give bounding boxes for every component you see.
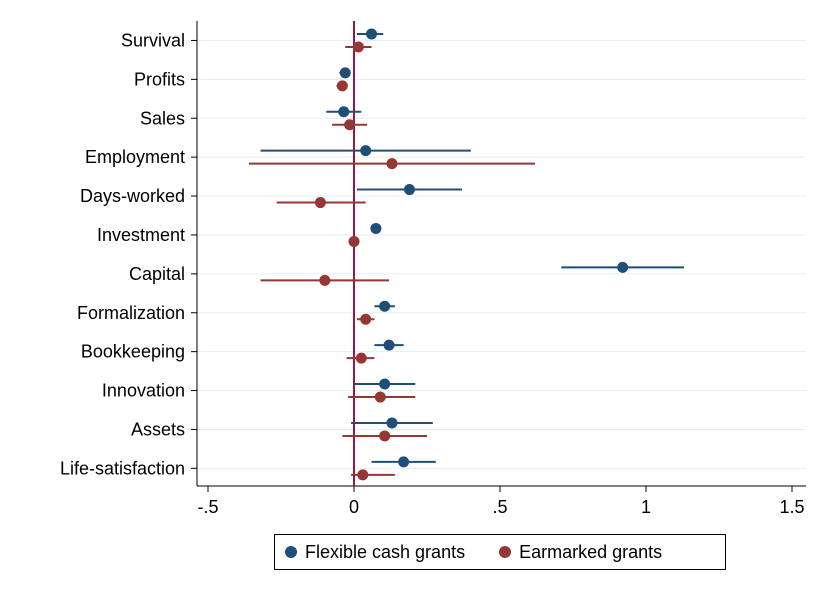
legend-marker-earmarked bbox=[499, 546, 512, 558]
data-point bbox=[336, 80, 348, 92]
x-tick-label: 1.5 bbox=[779, 497, 804, 517]
data-point bbox=[352, 41, 364, 53]
data-point bbox=[314, 197, 326, 209]
legend-marker-flexible bbox=[285, 546, 297, 558]
y-axis-labels: Survival Profits Sales Employment Days-worke… bbox=[60, 30, 185, 478]
x-axis-labels: -.5 0 .5 1 1.5 bbox=[197, 497, 804, 517]
data-point bbox=[370, 222, 382, 234]
y-tick-label: Bookkeeping bbox=[81, 342, 185, 362]
y-tick-label: Innovation bbox=[102, 381, 185, 401]
data-point bbox=[344, 119, 356, 131]
data-point bbox=[355, 352, 367, 364]
data-point bbox=[386, 417, 398, 429]
y-tick-label: Sales bbox=[140, 108, 185, 128]
y-tick-label: Assets bbox=[131, 419, 185, 439]
y-tick-label: Days-worked bbox=[80, 186, 185, 206]
y-tick-label: Survival bbox=[121, 30, 185, 50]
data-point bbox=[386, 158, 398, 170]
x-tick-label: .5 bbox=[492, 497, 507, 517]
legend-item-flexible: Flexible cash grants bbox=[285, 542, 465, 563]
data-point bbox=[360, 313, 372, 325]
data-point bbox=[374, 391, 386, 403]
data-point bbox=[617, 261, 629, 273]
legend-label-earmarked: Earmarked grants bbox=[519, 541, 663, 562]
data-point bbox=[383, 339, 395, 351]
x-tick-label: 1 bbox=[641, 497, 651, 517]
y-tick-label: Capital bbox=[129, 264, 185, 284]
y-tick-label: Life-satisfaction bbox=[60, 458, 185, 478]
data-point bbox=[319, 274, 331, 286]
series-marks bbox=[248, 28, 684, 481]
data-point bbox=[403, 184, 415, 196]
grid-lines bbox=[197, 39, 806, 469]
data-point bbox=[379, 300, 391, 312]
x-tick-label: 0 bbox=[349, 497, 359, 517]
data-point bbox=[379, 430, 391, 442]
data-point bbox=[379, 378, 391, 390]
x-tick-label: -.5 bbox=[197, 497, 218, 517]
data-point bbox=[366, 28, 378, 40]
y-tick-label: Employment bbox=[85, 147, 185, 167]
y-tick-label: Profits bbox=[134, 69, 185, 89]
data-point bbox=[360, 145, 372, 157]
data-point bbox=[348, 235, 360, 247]
y-tick-label: Investment bbox=[97, 225, 185, 245]
legend-item-earmarked: Earmarked grants bbox=[499, 542, 662, 563]
data-point bbox=[338, 106, 350, 118]
data-point bbox=[339, 67, 351, 79]
axes bbox=[191, 21, 806, 492]
y-tick-label: Formalization bbox=[77, 303, 185, 323]
data-point bbox=[357, 469, 369, 481]
legend: Flexible cash grants Earmarked grants bbox=[274, 534, 726, 570]
legend-label-flexible: Flexible cash grants bbox=[305, 541, 466, 562]
data-point bbox=[398, 456, 410, 468]
